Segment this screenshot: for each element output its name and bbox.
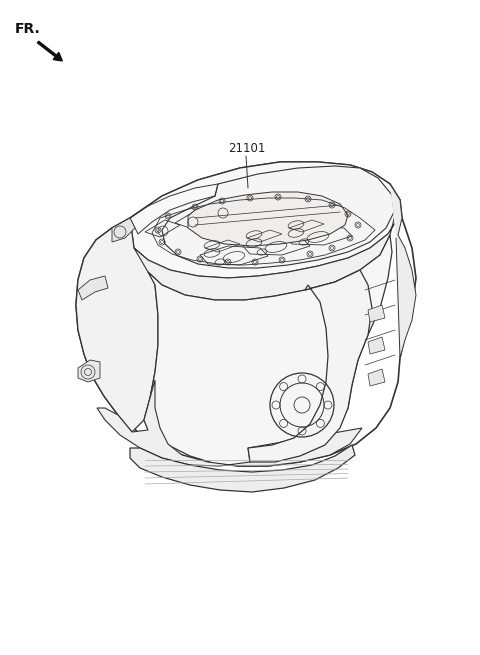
- Polygon shape: [188, 192, 348, 246]
- Polygon shape: [130, 162, 400, 278]
- Text: 21101: 21101: [228, 142, 265, 155]
- Polygon shape: [368, 337, 385, 354]
- Polygon shape: [78, 276, 108, 300]
- Polygon shape: [144, 235, 392, 466]
- Polygon shape: [162, 166, 394, 268]
- Text: FR.: FR.: [15, 22, 41, 36]
- Polygon shape: [130, 445, 355, 492]
- Polygon shape: [248, 270, 372, 462]
- Polygon shape: [390, 184, 416, 358]
- Polygon shape: [112, 218, 135, 242]
- Polygon shape: [134, 200, 400, 300]
- Polygon shape: [76, 162, 416, 466]
- Polygon shape: [76, 218, 158, 432]
- Polygon shape: [368, 369, 385, 386]
- Polygon shape: [97, 380, 362, 466]
- Polygon shape: [78, 360, 100, 382]
- FancyArrow shape: [37, 41, 62, 61]
- Polygon shape: [368, 305, 385, 322]
